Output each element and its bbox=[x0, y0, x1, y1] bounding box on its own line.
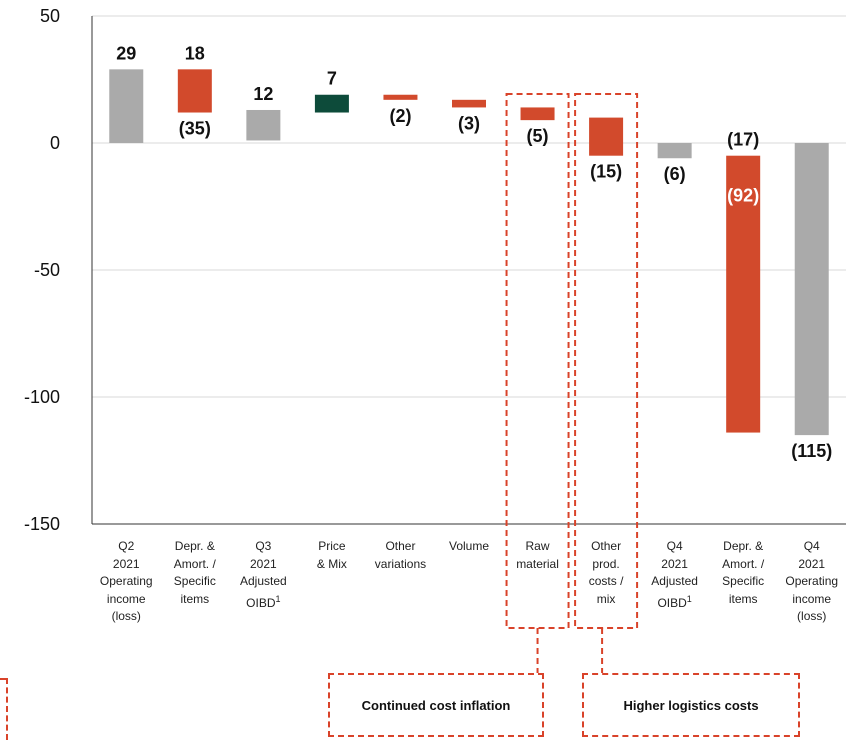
data-label: (5) bbox=[527, 126, 549, 146]
callout-cost-inflation: Continued cost inflation bbox=[328, 673, 544, 737]
data-label: (92) bbox=[727, 186, 759, 206]
bar bbox=[658, 143, 692, 158]
data-label: (3) bbox=[458, 113, 480, 133]
bar bbox=[178, 69, 212, 112]
bar bbox=[383, 95, 417, 100]
bar bbox=[795, 143, 829, 435]
x-category-label: Depr. & Amort. / Specific items bbox=[165, 538, 225, 608]
data-label: (17) bbox=[727, 130, 759, 150]
data-label: 12 bbox=[253, 84, 273, 104]
x-category-label: Price & Mix bbox=[302, 538, 362, 573]
callout-fragment-left bbox=[0, 678, 8, 740]
bar bbox=[521, 107, 555, 120]
x-category-label: Raw material bbox=[508, 538, 568, 573]
x-category-label: Q4 2021 Operating income (loss) bbox=[782, 538, 842, 626]
y-tick-label: -50 bbox=[34, 260, 60, 280]
bar bbox=[452, 100, 486, 108]
callout-cost-inflation-text: Continued cost inflation bbox=[362, 698, 511, 713]
data-label: (6) bbox=[664, 164, 686, 184]
y-tick-label: 0 bbox=[50, 133, 60, 153]
footnote-mark: 1 bbox=[276, 594, 281, 604]
x-category-label: Q3 2021 Adjusted OIBD1 bbox=[233, 538, 293, 612]
y-tick-label: -150 bbox=[24, 514, 60, 534]
footnote-mark: 1 bbox=[687, 594, 692, 604]
data-label: (35) bbox=[179, 119, 211, 139]
x-category-label: Q2 2021 Operating income (loss) bbox=[96, 538, 156, 626]
x-category-label: Volume bbox=[439, 538, 499, 556]
bar bbox=[315, 95, 349, 113]
bar bbox=[589, 118, 623, 156]
bar bbox=[246, 110, 280, 140]
x-category-label: Other variations bbox=[370, 538, 430, 573]
data-label: (115) bbox=[791, 441, 832, 461]
data-label: (15) bbox=[590, 162, 622, 182]
x-category-label: Q4 2021 Adjusted OIBD1 bbox=[645, 538, 705, 612]
callout-logistics-costs: Higher logistics costs bbox=[582, 673, 800, 737]
data-label: (2) bbox=[389, 106, 411, 126]
callout-logistics-costs-text: Higher logistics costs bbox=[623, 698, 758, 713]
y-tick-label: 50 bbox=[40, 6, 60, 26]
data-label: 7 bbox=[327, 69, 337, 89]
bar bbox=[109, 69, 143, 143]
x-category-label: Depr. & Amort. / Specific items bbox=[713, 538, 773, 608]
data-label: 18 bbox=[185, 43, 205, 63]
x-category-label: Other prod. costs / mix bbox=[576, 538, 636, 608]
y-tick-label: -100 bbox=[24, 387, 60, 407]
data-label: 29 bbox=[116, 43, 136, 63]
